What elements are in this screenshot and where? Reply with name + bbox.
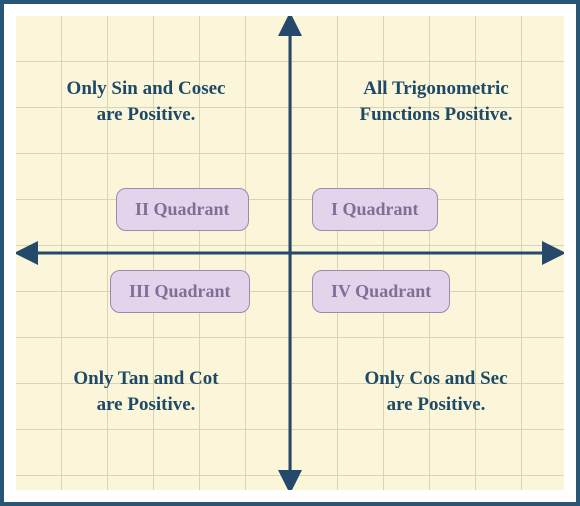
q4-desc-line1: Only Cos and Sec: [364, 368, 507, 389]
diagram-frame: Only Sin and Cosec are Positive. All Tri…: [0, 0, 580, 506]
q2-badge: II Quadrant: [116, 188, 249, 231]
q3-description: Only Tan and Cot are Positive.: [26, 366, 266, 417]
q1-description: All Trigonometric Functions Positive.: [316, 76, 556, 127]
q1-desc-line2: Functions Positive.: [359, 104, 512, 125]
q4-desc-line2: are Positive.: [387, 394, 486, 415]
q4-description: Only Cos and Sec are Positive.: [316, 366, 556, 417]
q1-desc-line1: All Trigonometric: [363, 78, 508, 99]
q1-badge: I Quadrant: [312, 188, 438, 231]
q2-description: Only Sin and Cosec are Positive.: [26, 76, 266, 127]
q2-desc-line1: Only Sin and Cosec: [67, 78, 226, 99]
q3-desc-line1: Only Tan and Cot: [73, 368, 218, 389]
q4-badge: IV Quadrant: [312, 270, 450, 313]
grid-area: Only Sin and Cosec are Positive. All Tri…: [16, 16, 564, 490]
q3-badge: III Quadrant: [110, 270, 250, 313]
q2-desc-line2: are Positive.: [97, 104, 196, 125]
q3-desc-line2: are Positive.: [97, 394, 196, 415]
